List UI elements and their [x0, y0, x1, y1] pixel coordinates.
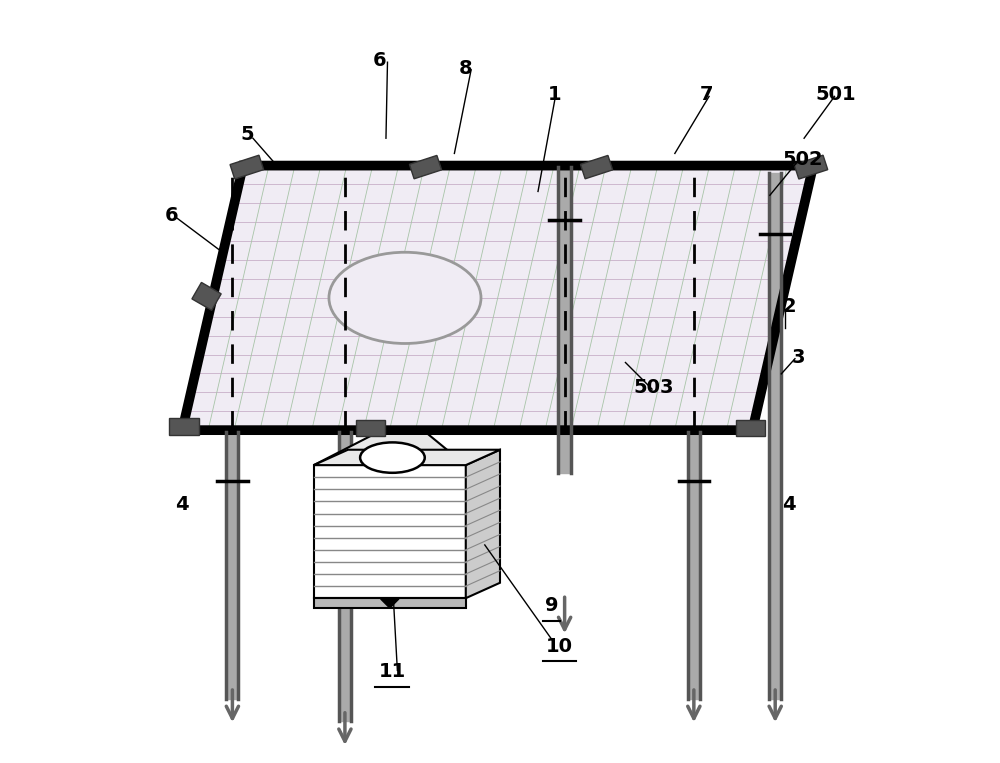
Text: 4: 4 — [175, 495, 189, 514]
Text: 4: 4 — [782, 495, 796, 514]
Text: 8: 8 — [459, 59, 473, 78]
Polygon shape — [381, 599, 399, 608]
Bar — [409, 156, 442, 179]
Bar — [736, 420, 765, 436]
Text: 9: 9 — [545, 596, 558, 615]
Text: 502: 502 — [782, 150, 823, 169]
Bar — [192, 282, 221, 311]
Polygon shape — [314, 449, 500, 465]
Text: 2: 2 — [782, 298, 796, 317]
Ellipse shape — [329, 253, 481, 343]
Bar — [169, 418, 199, 435]
Text: 10: 10 — [546, 636, 573, 655]
Polygon shape — [182, 166, 813, 430]
Ellipse shape — [360, 443, 425, 473]
Text: 5: 5 — [241, 125, 254, 144]
Polygon shape — [466, 449, 500, 598]
Text: 6: 6 — [373, 51, 387, 70]
Text: 6: 6 — [165, 206, 178, 225]
Bar — [314, 465, 466, 598]
Bar — [314, 598, 466, 608]
Text: 1: 1 — [548, 85, 562, 104]
Bar — [794, 155, 828, 179]
Text: 501: 501 — [816, 85, 856, 104]
Bar — [230, 155, 264, 179]
Text: 503: 503 — [633, 378, 674, 397]
Polygon shape — [314, 434, 466, 465]
Bar — [356, 420, 385, 436]
Text: 11: 11 — [378, 662, 406, 681]
Text: 7: 7 — [700, 85, 714, 104]
Text: 3: 3 — [791, 348, 805, 367]
Bar — [580, 156, 613, 179]
